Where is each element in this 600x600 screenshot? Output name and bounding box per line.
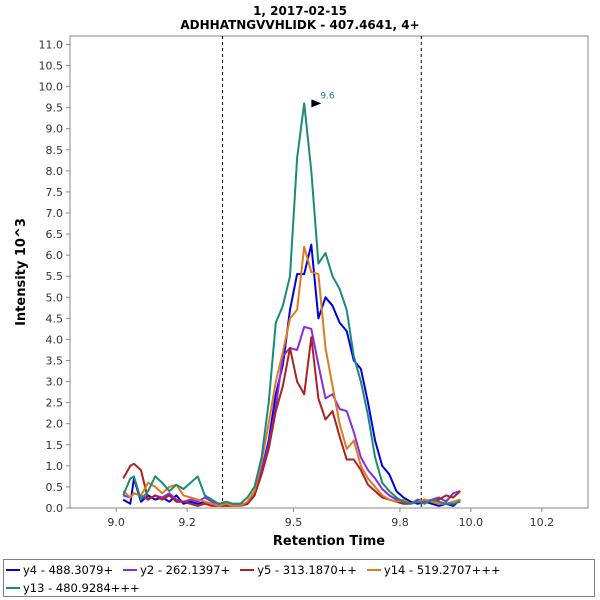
x-axis-title: Retention Time [273,534,385,549]
y-tick-label: 6.0 [46,249,64,262]
y-tick-label: 4.0 [46,333,64,346]
y-axis: 0.0 0.5 1.0 1.5 2.0 2.5 3.0 3.5 4.0 4.5 5.0 5.5 6.0 6… [39,38,70,515]
legend-item-y13: y13 - 480.9284+++ [6,581,140,595]
legend-swatch [6,569,20,571]
peak-annotation: 9.6 [311,91,335,108]
series-line [122,102,461,505]
y-tick-label: 9.5 [46,102,64,115]
x-tick-label: 9.8 [391,516,409,529]
legend-label: y2 - 262.1397+ [140,563,231,577]
legend-swatch [240,569,255,571]
y-tick-label: 3.5 [46,355,64,368]
legend-swatch [366,569,381,571]
y-tick-label: 7.5 [46,186,64,199]
y-tick-label: 1.5 [46,439,64,452]
chart-subtitle: ADHHATNGVVHLIDK - 407.4641, 4+ [180,18,419,32]
series-lines [122,102,461,507]
legend-swatch [6,587,20,589]
legend-item-y2: y2 - 262.1397+ [123,563,230,577]
x-tick-label: 9.2 [178,516,196,529]
legend-item-y5: y5 - 313.1870++ [240,563,357,577]
y-tick-label: 10.0 [39,81,64,94]
integration-boundaries [222,36,422,508]
x-tick-label: 10.0 [459,516,484,529]
series-line [122,336,461,507]
y-tick-label: 3.0 [46,376,64,389]
y-tick-label: 8.5 [46,144,64,157]
y-tick-label: 2.5 [46,397,64,410]
x-tick-label: 9.0 [107,516,125,529]
legend-label: y13 - 480.9284+++ [23,581,140,595]
y-tick-label: 1.0 [46,460,64,473]
y-tick-label: 11.0 [39,38,64,51]
legend-swatch [123,569,138,571]
y-tick-label: 0.0 [46,502,64,515]
chromatogram-chart: 1, 2017-02-15 ADHHATNGVVHLIDK - 407.4641… [14,4,589,549]
peak-arrow-icon [311,99,322,108]
y-tick-label: 5.0 [46,291,64,304]
y-tick-label: 8.0 [46,165,64,178]
x-tick-label: 10.2 [530,516,555,529]
plot-area [69,35,589,509]
series-line [122,243,461,507]
y-tick-label: 9.0 [46,123,64,136]
legend-label: y14 - 519.2707+++ [383,563,501,577]
x-axis: 9.0 9.2 9.5 9.8 10.0 10.2 [107,508,554,529]
y-tick-label: 0.5 [46,481,64,494]
legend-item-y14: y14 - 519.2707+++ [366,563,501,577]
legend-item-y4: y4 - 488.3079+ [6,563,113,577]
y-tick-label: 6.5 [46,228,64,241]
y-tick-label: 10.5 [39,60,64,73]
y-tick-label: 5.5 [46,270,64,283]
y-tick-label: 4.5 [46,312,64,325]
y-tick-label: 2.0 [46,418,64,431]
y-tick-label: 7.0 [46,207,64,220]
legend-label: y5 - 313.1870++ [257,563,357,577]
x-tick-label: 9.5 [285,516,303,529]
peak-label: 9.6 [320,91,335,101]
chart-title: 1, 2017-02-15 [253,4,347,18]
legend-row: y13 - 480.9284+++ [6,579,592,597]
y-axis-title: Intensity 10^3 [14,218,29,326]
legend-row: y4 - 488.3079+ y2 - 262.1397+ y5 - 313.1… [6,561,592,579]
legend: y4 - 488.3079+ y2 - 262.1397+ y5 - 313.1… [3,559,595,597]
legend-label: y4 - 488.3079+ [23,563,114,577]
